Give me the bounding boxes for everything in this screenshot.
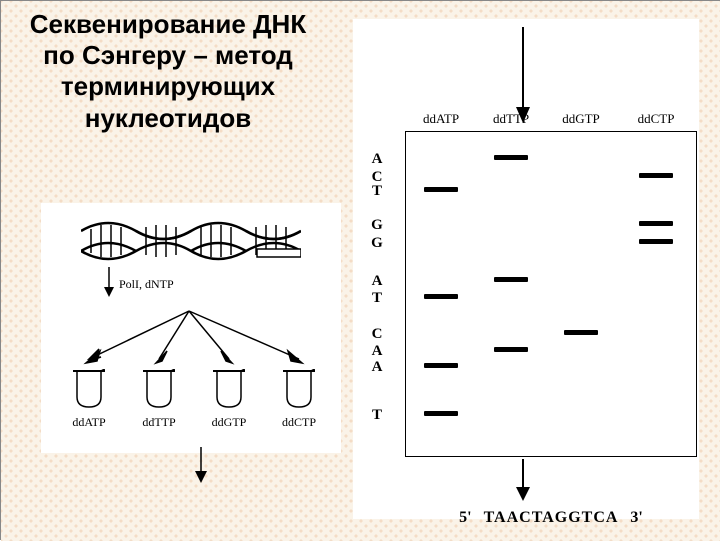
result-3prime: 3'	[630, 509, 642, 526]
sequence-letter: G	[369, 235, 385, 252]
poli-arrow-icon	[101, 267, 117, 297]
gel-band	[424, 187, 458, 192]
gel-band	[494, 277, 528, 282]
sequence-letter: T	[369, 290, 385, 307]
page: Секвенирование ДНК по Сэнгеру – метод те…	[0, 0, 720, 540]
gel-lane-header: ddTTP	[481, 111, 541, 127]
gel-lane-header: ddCTP	[626, 111, 686, 127]
tube-label: ddGTP	[201, 415, 257, 430]
gel-lane-header: ddATP	[411, 111, 471, 127]
sequence-letter: A	[369, 343, 385, 360]
gel-band	[564, 330, 598, 335]
down-arrow-icon	[193, 447, 209, 483]
fan-arrows-icon	[51, 301, 341, 371]
sequence-letter: T	[369, 407, 385, 424]
sequence-letter: T	[369, 183, 385, 200]
gel-band	[494, 347, 528, 352]
tube-label: ddATP	[61, 415, 117, 430]
page-title: Секвенирование ДНК по Сэнгеру – метод те…	[13, 9, 323, 134]
gel-band	[494, 155, 528, 160]
result-5prime: 5'	[459, 509, 471, 526]
result-seq-text: TAACTAGGTCA	[484, 509, 619, 526]
gel-band	[639, 173, 673, 178]
dna-helix-icon	[81, 217, 301, 265]
sequence-letter: G	[369, 217, 385, 234]
sequence-letter: A	[369, 151, 385, 168]
gel-band	[424, 294, 458, 299]
tube-icon	[283, 369, 315, 411]
gel-entry-arrow-icon	[515, 27, 531, 123]
tube-label: ddCTP	[271, 415, 327, 430]
sequence-letter: A	[369, 273, 385, 290]
sequence-letter: C	[369, 326, 385, 343]
gel-exit-arrow-icon	[515, 459, 531, 501]
tube-icon	[143, 369, 175, 411]
result-sequence: 5' TAACTAGGTCA 3'	[401, 509, 701, 527]
gel-lane-header: ddGTP	[551, 111, 611, 127]
tube-label: ddTTP	[131, 415, 187, 430]
tube-icon	[73, 369, 105, 411]
gel-band	[639, 239, 673, 244]
tube-icon	[213, 369, 245, 411]
gel-band	[424, 363, 458, 368]
gel-band	[639, 221, 673, 226]
poli-label: PolI, dNTP	[119, 277, 209, 292]
gel-band	[424, 411, 458, 416]
sequence-letter: A	[369, 359, 385, 376]
